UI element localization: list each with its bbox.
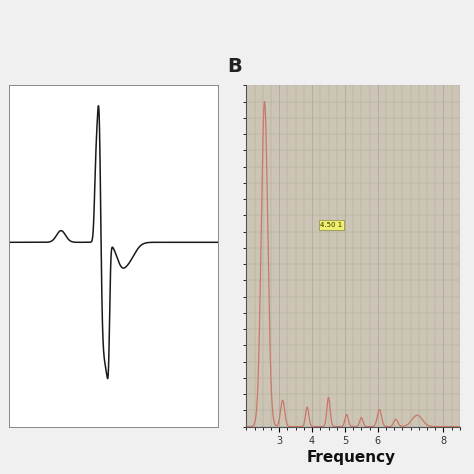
Text: B: B bbox=[228, 57, 242, 76]
Text: Frequency: Frequency bbox=[306, 449, 395, 465]
Text: 4.50 1: 4.50 1 bbox=[320, 222, 343, 228]
